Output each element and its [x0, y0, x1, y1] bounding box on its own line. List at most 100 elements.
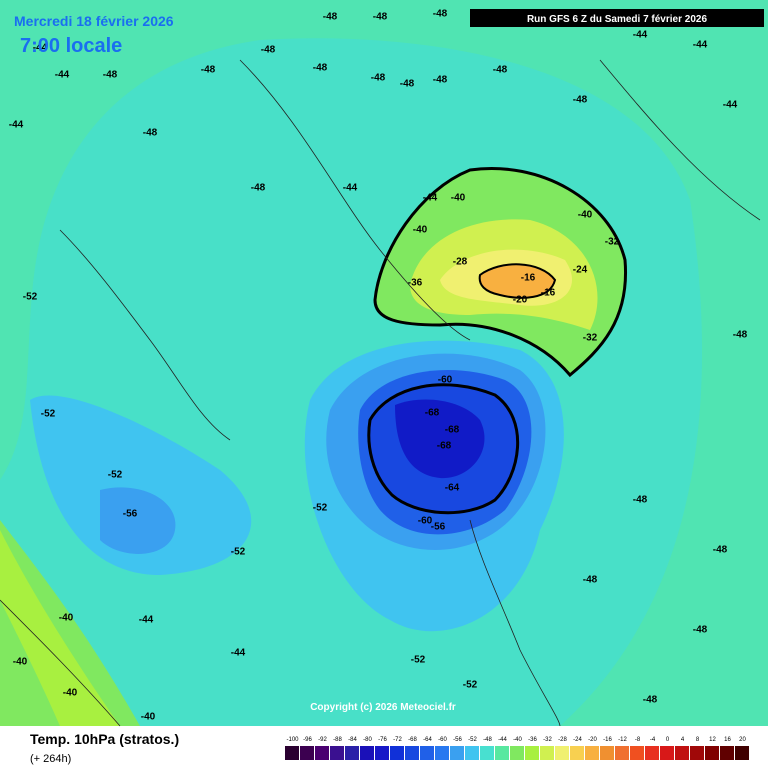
legend-tick: -44 [498, 737, 507, 743]
contour-label: -68 [445, 425, 460, 436]
contour-label: -28 [453, 257, 468, 268]
legend-tick: -96 [303, 737, 312, 743]
run-box [470, 9, 764, 27]
legend-tick: -40 [513, 737, 522, 743]
legend-tick: -72 [393, 737, 402, 743]
legend-swatch [450, 746, 464, 760]
contour-label: -32 [605, 237, 620, 248]
contour-label: -48 [103, 70, 118, 81]
legend-swatch [345, 746, 359, 760]
contour-label: -48 [261, 45, 276, 56]
legend-swatch [525, 746, 539, 760]
contour-label: -40 [451, 193, 466, 204]
legend-tick: -64 [423, 737, 432, 743]
legend-tick: -8 [635, 737, 641, 743]
forecast-date: Mercredi 18 février 2026 [14, 13, 174, 29]
contour-label: -68 [425, 408, 440, 419]
legend-tick: 0 [666, 737, 670, 743]
contour-label: -16 [521, 273, 536, 284]
contour-label: -36 [408, 278, 423, 289]
legend-swatch [675, 746, 689, 760]
contour-label: -60 [418, 516, 433, 527]
contour-label: -48 [493, 65, 508, 76]
contour-label: -48 [313, 63, 328, 74]
legend-tick: -84 [348, 737, 357, 743]
legend-swatch [555, 746, 569, 760]
legend-tick: -36 [528, 737, 537, 743]
legend-tick: -12 [618, 737, 627, 743]
contour-label: -40 [13, 657, 28, 668]
legend-tick: -60 [438, 737, 447, 743]
colorbar: -100 -96 -92 -88 -84 -80 -76 -72 -68 -64 -60 -56 -52… [285, 737, 749, 760]
legend-tick: 16 [724, 737, 731, 743]
contour-label: -52 [411, 655, 426, 666]
product-title: Temp. 10hPa (stratos.) [30, 731, 179, 747]
contour-label: -44 [231, 648, 246, 659]
contour-label: -44 [343, 183, 358, 194]
contour-label: -52 [108, 470, 123, 481]
legend-swatch [315, 746, 329, 760]
legend-swatch [585, 746, 599, 760]
contour-label: -48 [201, 65, 216, 76]
contour-label: -44 [9, 120, 24, 131]
region-68 [395, 399, 485, 479]
legend-swatch [705, 746, 719, 760]
contour-label: -44 [633, 30, 648, 41]
legend-swatch [405, 746, 419, 760]
legend-swatch [540, 746, 554, 760]
legend-tick: -16 [603, 737, 612, 743]
legend-swatch [420, 746, 434, 760]
contour-label: -48 [433, 9, 448, 20]
legend-swatch [390, 746, 404, 760]
legend-tick: -68 [408, 737, 417, 743]
legend-tick: -76 [378, 737, 387, 743]
legend-swatch [285, 746, 299, 760]
contour-label: -52 [23, 292, 38, 303]
contour-label: -56 [123, 509, 138, 520]
contour-label: -44 [139, 615, 154, 626]
contour-label: -48 [143, 128, 158, 139]
legend-swatch [435, 746, 449, 760]
contour-label: -48 [643, 695, 658, 706]
contour-label: -40 [413, 225, 428, 236]
contour-label: -68 [437, 441, 452, 452]
copyright: Copyright (c) 2026 Meteociel.fr [310, 702, 456, 713]
legend-swatch [480, 746, 494, 760]
contour-label: -56 [431, 522, 446, 533]
contour-label: -44 [55, 70, 70, 81]
contour-label: -48 [323, 12, 338, 23]
forecast-time: 7:00 locale [20, 35, 122, 57]
legend-swatch [465, 746, 479, 760]
legend-swatch [375, 746, 389, 760]
contour-label: -48 [733, 330, 748, 341]
region-52-west [30, 395, 252, 575]
legend-swatch [600, 746, 614, 760]
contour-label: -48 [693, 625, 708, 636]
contour-label: -48 [713, 545, 728, 556]
contour-label: -40 [141, 712, 156, 723]
legend-swatch [510, 746, 524, 760]
contour-label: -60 [438, 375, 453, 386]
legend-tick: -92 [318, 737, 327, 743]
contour-label: -44 [33, 43, 48, 54]
legend-tick: -80 [363, 737, 372, 743]
legend-swatch [570, 746, 584, 760]
legend-swatch [690, 746, 704, 760]
contour-label: -44 [723, 100, 738, 111]
region-40 [0, 520, 140, 726]
legend-tick: 8 [696, 737, 700, 743]
run-info: Run GFS 6 Z du Samedi 7 février 2026 [527, 14, 708, 25]
legend-tick: -56 [453, 737, 462, 743]
contour-label: -40 [578, 210, 593, 221]
lead-time: (+ 264h) [30, 753, 71, 765]
legend-swatch [615, 746, 629, 760]
legend-tick: -20 [588, 737, 597, 743]
contour-label: -24 [573, 265, 588, 276]
contour-label: -52 [463, 680, 478, 691]
legend-tick: -88 [333, 737, 342, 743]
region-56-west [100, 487, 176, 554]
legend-swatch [645, 746, 659, 760]
legend-tick: -48 [483, 737, 492, 743]
contour-label: -48 [371, 73, 386, 84]
legend-swatch [360, 746, 374, 760]
